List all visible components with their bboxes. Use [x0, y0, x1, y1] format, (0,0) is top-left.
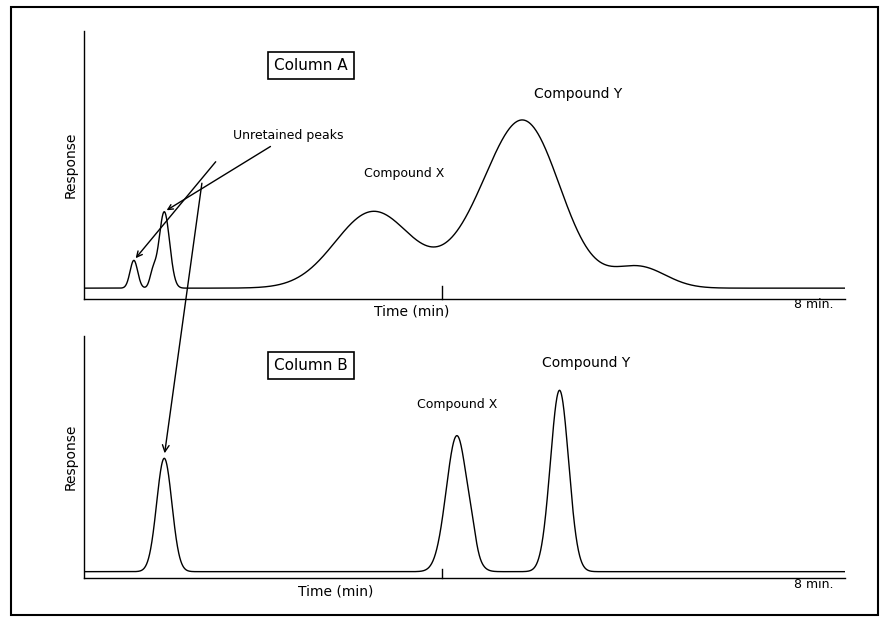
Text: Compound X: Compound X [417, 397, 497, 411]
Text: Unretained peaks: Unretained peaks [168, 129, 343, 210]
Text: Compound X: Compound X [364, 167, 444, 180]
Text: 8 min.: 8 min. [794, 298, 833, 311]
Text: Column A: Column A [275, 58, 348, 73]
Text: 8 min.: 8 min. [794, 578, 833, 592]
Text: Time (min): Time (min) [373, 305, 449, 319]
Text: Compound Y: Compound Y [534, 86, 622, 101]
Text: Compound Y: Compound Y [542, 356, 630, 370]
Y-axis label: Response: Response [63, 424, 77, 490]
Text: Column B: Column B [275, 358, 348, 373]
Y-axis label: Response: Response [63, 132, 77, 198]
Text: Time (min): Time (min) [298, 584, 373, 598]
